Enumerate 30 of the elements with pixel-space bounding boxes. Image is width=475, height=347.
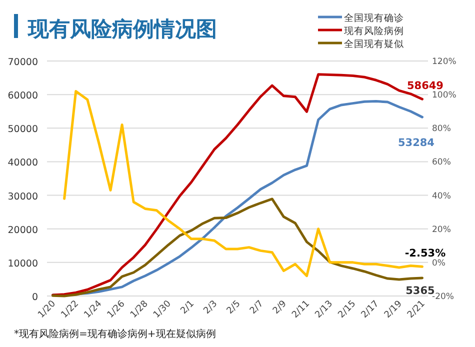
- data-label: -2.53%: [404, 248, 446, 260]
- x-tick-label: 2/5: [225, 299, 243, 316]
- chart-title: 现有风险病例情况图: [27, 17, 217, 41]
- legend-label: 现有风险病例: [344, 25, 404, 37]
- x-tick-label: 2/7: [248, 299, 266, 316]
- y2-tick-label: 0%: [432, 258, 446, 268]
- y2-tick-label: 60%: [432, 158, 451, 168]
- legend-label: 全国现有确诊: [344, 12, 404, 24]
- x-tick-label: 2/1: [179, 299, 196, 316]
- legend-label: 全国现有疑似: [344, 38, 404, 50]
- y-tick-label: 50000: [8, 124, 38, 136]
- x-tick-label: 2/3: [202, 299, 220, 316]
- y-tick-label: 60000: [8, 90, 38, 102]
- text: *现有风险病例=现有确诊病例+现在疑似病例: [14, 328, 216, 340]
- x-tick-label: 2/9: [271, 298, 289, 316]
- y-tick-label: 0: [32, 292, 38, 303]
- data-label: 53284: [398, 137, 434, 150]
- y-tick-label: 40000: [8, 158, 38, 169]
- y-tick-label: 70000: [8, 57, 38, 68]
- y-tick-label: 10000: [8, 258, 38, 270]
- y-tick-label: 30000: [8, 191, 38, 202]
- y2-tick-label: -20%: [432, 292, 454, 302]
- y2-tick-label: 100%: [432, 90, 456, 101]
- data-label: 58649: [406, 80, 444, 92]
- y2-tick-label: 80%: [432, 124, 451, 134]
- y2-tick-label: 120%: [432, 57, 456, 67]
- y2-tick-label: 40%: [432, 191, 451, 202]
- y2-tick-label: 20%: [432, 224, 451, 235]
- data-label: 5365: [406, 284, 435, 297]
- y-tick-label: 20000: [8, 224, 38, 236]
